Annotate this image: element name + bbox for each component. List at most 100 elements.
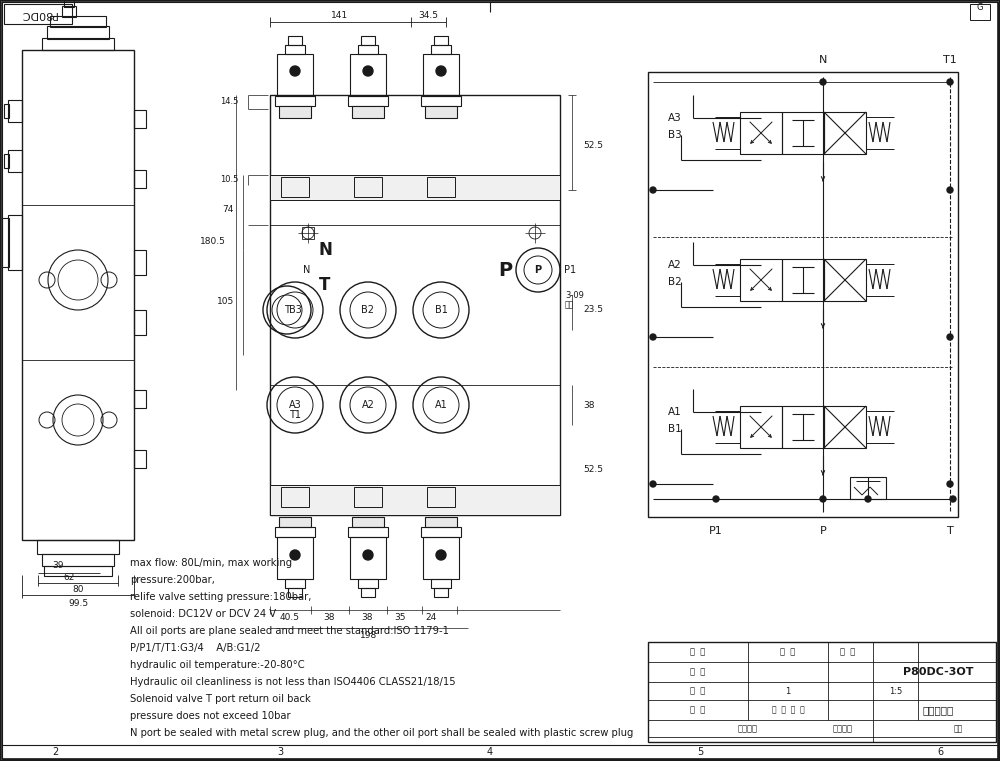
Text: T: T [947, 526, 953, 536]
Bar [354, 487, 382, 507]
Text: 39: 39 [52, 561, 64, 569]
Bar [270, 175, 560, 200]
Bar [434, 588, 448, 597]
Circle shape [950, 496, 956, 502]
Text: 4: 4 [487, 747, 493, 757]
Bar [270, 485, 560, 515]
Text: 10.5: 10.5 [220, 176, 238, 184]
Bar [288, 36, 302, 45]
Bar [358, 579, 378, 588]
Bar [44, 566, 112, 576]
Text: N: N [318, 241, 332, 259]
Bar [648, 72, 958, 517]
Bar [4, 104, 9, 118]
Bar [425, 106, 457, 118]
Bar [782, 259, 824, 301]
Bar [824, 259, 866, 301]
Text: solenoid: DC12V or DCV 24 V: solenoid: DC12V or DCV 24 V [130, 609, 276, 619]
Text: A3: A3 [668, 113, 682, 123]
Text: P1: P1 [564, 265, 576, 275]
Text: 180.5: 180.5 [200, 237, 226, 247]
Text: 工程单位: 工程单位 [833, 724, 853, 734]
Text: 共  张  第  张: 共 张 第 张 [772, 705, 804, 715]
Bar [285, 579, 305, 588]
Text: 35: 35 [394, 613, 406, 622]
Circle shape [290, 66, 300, 76]
Text: A3: A3 [289, 400, 301, 410]
Text: N port be sealed with metal screw plug, and the other oil port shall be sealed w: N port be sealed with metal screw plug, … [130, 728, 633, 738]
Text: 105: 105 [217, 298, 234, 307]
Bar [37, 540, 119, 554]
Text: max flow: 80L/min, max working: max flow: 80L/min, max working [130, 558, 292, 568]
Text: B1: B1 [668, 424, 682, 434]
Bar [850, 477, 886, 499]
Bar [423, 54, 459, 96]
Bar [421, 527, 461, 537]
Text: All oil ports are plane sealed and meet the standard:ISO 1179-1: All oil ports are plane sealed and meet … [130, 626, 449, 636]
Bar [740, 112, 782, 154]
Circle shape [820, 496, 826, 502]
Text: 日  期: 日 期 [840, 648, 856, 657]
Text: P: P [498, 260, 512, 279]
Text: B1: B1 [435, 305, 447, 315]
Text: B3: B3 [668, 130, 682, 140]
Circle shape [947, 187, 953, 193]
Text: 141: 141 [331, 11, 349, 20]
Circle shape [947, 481, 953, 487]
Circle shape [820, 79, 826, 85]
Bar [740, 406, 782, 448]
Text: A1: A1 [668, 407, 682, 417]
Text: 6: 6 [937, 747, 943, 757]
Text: 1:5: 1:5 [889, 686, 903, 696]
Bar [970, 4, 990, 20]
Bar [134, 170, 146, 188]
Text: 40.5: 40.5 [280, 613, 300, 622]
Text: 74: 74 [223, 205, 234, 215]
Circle shape [363, 66, 373, 76]
Bar [431, 579, 451, 588]
Bar [134, 310, 146, 335]
Text: 38: 38 [361, 613, 373, 622]
Text: 80: 80 [72, 584, 84, 594]
Bar [648, 642, 996, 742]
Circle shape [436, 66, 446, 76]
Text: 38: 38 [323, 613, 335, 622]
Text: 52.5: 52.5 [583, 466, 603, 475]
Text: P: P [534, 265, 542, 275]
Text: 3-09: 3-09 [565, 291, 584, 300]
Bar [4, 4, 72, 24]
Bar [277, 54, 313, 96]
Text: T: T [284, 305, 290, 315]
Bar [352, 517, 384, 527]
Text: P80DC: P80DC [19, 9, 57, 19]
Text: N: N [819, 55, 827, 65]
Text: 23.5: 23.5 [583, 305, 603, 314]
Bar [8, 150, 22, 172]
Bar [279, 106, 311, 118]
Bar [350, 54, 386, 96]
Bar [427, 487, 455, 507]
Text: 批  准: 批 准 [690, 648, 706, 657]
Bar [8, 215, 22, 270]
Bar [361, 36, 375, 45]
Text: T: T [319, 276, 331, 294]
Text: 签  名: 签 名 [780, 648, 796, 657]
Bar [281, 177, 309, 197]
Bar [361, 588, 375, 597]
Bar [302, 227, 314, 239]
Bar [4, 154, 9, 168]
Text: P1: P1 [709, 526, 723, 536]
Text: 24: 24 [425, 613, 437, 622]
Bar [134, 250, 146, 275]
Bar [352, 106, 384, 118]
Circle shape [650, 187, 656, 193]
Text: T1: T1 [943, 55, 957, 65]
Text: 1: 1 [785, 686, 791, 696]
Circle shape [436, 550, 446, 560]
Bar [740, 259, 782, 301]
Text: 52.5: 52.5 [583, 141, 603, 149]
Bar [64, 0, 74, 7]
Bar [47, 26, 109, 39]
Bar [281, 487, 309, 507]
Bar [2, 218, 9, 267]
